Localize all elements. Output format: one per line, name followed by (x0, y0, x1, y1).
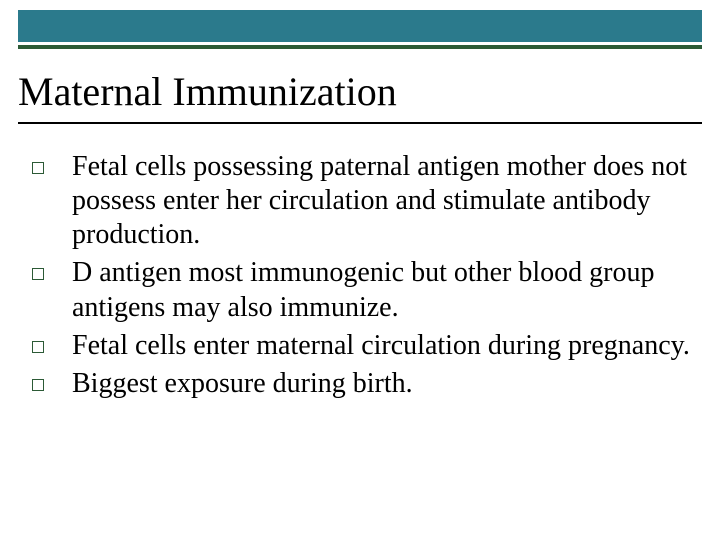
bullet-text: Fetal cells enter maternal circulation d… (72, 329, 690, 363)
title-underline (18, 122, 702, 124)
bullet-list: Fetal cells possessing paternal antigen … (32, 150, 694, 405)
title-wrap: Maternal Immunization (18, 70, 702, 114)
bullet-box-icon (32, 162, 44, 174)
list-item: Biggest exposure during birth. (32, 367, 694, 401)
list-item: D antigen most immunogenic but other blo… (32, 256, 694, 324)
bullet-text: D antigen most immunogenic but other blo… (72, 256, 694, 324)
bullet-box-icon (32, 341, 44, 353)
bullet-box-icon (32, 379, 44, 391)
slide-title: Maternal Immunization (18, 70, 702, 114)
bullet-text: Fetal cells possessing paternal antigen … (72, 150, 694, 252)
banner-bar (18, 10, 702, 42)
slide: Maternal Immunization Fetal cells posses… (0, 0, 720, 540)
list-item: Fetal cells enter maternal circulation d… (32, 329, 694, 363)
bullet-text: Biggest exposure during birth. (72, 367, 413, 401)
title-banner (18, 10, 702, 49)
list-item: Fetal cells possessing paternal antigen … (32, 150, 694, 252)
bullet-box-icon (32, 268, 44, 280)
banner-line (18, 45, 702, 49)
